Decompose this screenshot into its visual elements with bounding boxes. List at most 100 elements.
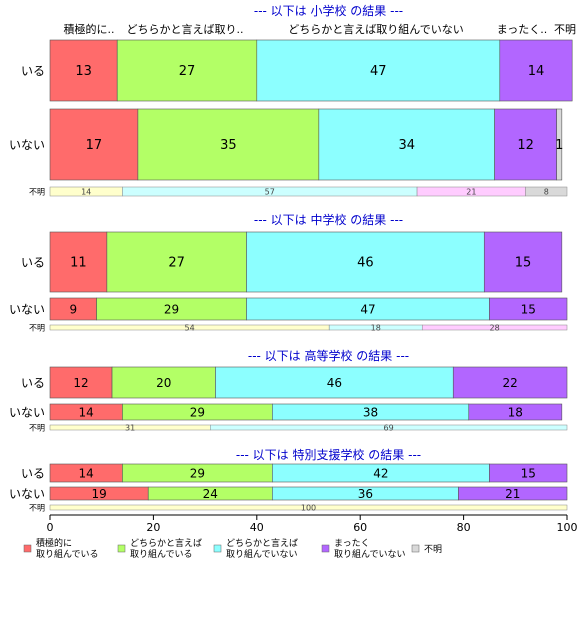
unknown-data-label: 8	[544, 188, 549, 197]
data-label: 15	[521, 302, 536, 316]
data-label: 14	[528, 64, 545, 79]
bar-segment	[137, 108, 320, 181]
bar-segment	[483, 231, 563, 293]
legend-label: 積極的に	[36, 537, 72, 549]
unknown-segment	[210, 424, 568, 431]
data-label: 17	[86, 138, 103, 153]
bar-segment	[318, 108, 495, 181]
data-label: 14	[79, 466, 94, 480]
legend-label: 取り組んでいる	[130, 548, 193, 560]
panel-title: --- 以下は 小学校 の結果 ---	[254, 3, 403, 18]
row-label: いない	[9, 303, 45, 317]
unknown-data-label: 21	[466, 188, 476, 197]
legend-swatch	[213, 544, 222, 553]
legend-swatch	[23, 544, 32, 553]
bar-segment	[494, 108, 557, 181]
unknown-row-label: 不明	[29, 504, 45, 513]
legend-swatch	[117, 544, 126, 553]
header-label: 不明	[554, 23, 576, 36]
bar-segment	[215, 366, 454, 399]
data-label: 46	[327, 376, 342, 390]
bar-segment	[499, 39, 573, 102]
x-tick-label: 20	[146, 521, 160, 534]
header-label: 積極的に..	[64, 22, 115, 36]
bar-segment	[452, 366, 568, 399]
bar-segment	[116, 39, 258, 102]
legend-label: 取り組んでいない	[334, 548, 406, 560]
unknown-row-label: 不明	[29, 424, 45, 433]
bar-segment	[489, 297, 568, 321]
unknown-segment	[49, 504, 568, 511]
row-label: いない	[9, 487, 45, 501]
panel-title: --- 以下は 特別支援学校 の結果 ---	[236, 447, 421, 462]
bar-segment	[468, 403, 563, 421]
legend-label: どちらかと言えば	[130, 537, 202, 549]
unknown-segment	[525, 186, 568, 197]
data-label: 24	[203, 487, 218, 501]
unknown-data-label: 57	[265, 188, 275, 197]
legend-label: 不明	[424, 544, 442, 555]
legend-label: どちらかと言えば	[226, 537, 298, 549]
unknown-data-label: 31	[125, 424, 135, 433]
data-label: 12	[73, 376, 88, 390]
unknown-data-label: 69	[384, 424, 394, 433]
x-tick-label: 40	[250, 521, 264, 534]
unknown-data-label: 28	[490, 324, 500, 333]
panel-title: --- 以下は 高等学校 の結果 ---	[248, 348, 409, 363]
data-label: 34	[398, 138, 415, 153]
data-label: 11	[70, 256, 87, 271]
legend-swatch	[411, 544, 420, 553]
bar-segment	[49, 231, 108, 293]
data-label: 35	[220, 138, 237, 153]
data-label: 47	[370, 64, 387, 79]
data-label: 29	[164, 302, 179, 316]
unknown-segment	[421, 324, 568, 331]
unknown-data-label: 100	[301, 504, 316, 513]
unknown-data-label: 14	[81, 188, 91, 197]
data-label: 14	[79, 405, 94, 419]
row-label: いる	[21, 256, 45, 270]
x-tick-label: 60	[353, 521, 367, 534]
unknown-row-label: 不明	[29, 188, 45, 197]
header-label: どちらかと言えば取り組んでいない	[288, 23, 463, 36]
row-label: いる	[21, 64, 45, 78]
data-label: 1	[555, 138, 563, 153]
data-label: 36	[358, 487, 373, 501]
row-label: いる	[21, 467, 45, 481]
legend-label: まったく	[334, 538, 370, 549]
data-label: 19	[91, 487, 106, 501]
x-tick-label: 100	[557, 521, 578, 534]
data-label: 46	[357, 256, 374, 271]
bar-segment	[489, 463, 568, 483]
data-label: 27	[168, 256, 185, 271]
data-label: 9	[69, 302, 77, 316]
data-label: 29	[190, 466, 205, 480]
row-label: いる	[21, 376, 45, 390]
bar-segment	[49, 108, 139, 181]
data-label: 47	[360, 302, 375, 316]
legend-label: 取り組んでいない	[226, 548, 298, 560]
bar-segment	[458, 486, 568, 501]
legend-swatch	[321, 544, 330, 553]
header-label: まったく..	[497, 23, 548, 36]
x-tick-label: 80	[457, 521, 471, 534]
data-label: 18	[508, 405, 523, 419]
bar-segment	[556, 108, 563, 181]
data-label: 27	[179, 64, 196, 79]
data-label: 38	[363, 405, 378, 419]
data-label: 21	[505, 487, 520, 501]
bar-segment	[106, 231, 247, 293]
data-label: 20	[156, 376, 171, 390]
x-tick-label: 0	[47, 521, 54, 534]
data-label: 15	[521, 466, 536, 480]
header-label: どちらかと言えば取り..	[127, 23, 244, 36]
legend-label: 取り組んでいる	[36, 548, 99, 560]
data-label: 15	[515, 256, 532, 271]
bar-segment	[256, 39, 501, 102]
data-label: 29	[190, 405, 205, 419]
unknown-data-label: 54	[184, 324, 194, 333]
data-label: 42	[373, 466, 388, 480]
bar-segment	[111, 366, 216, 399]
data-label: 12	[517, 138, 534, 153]
